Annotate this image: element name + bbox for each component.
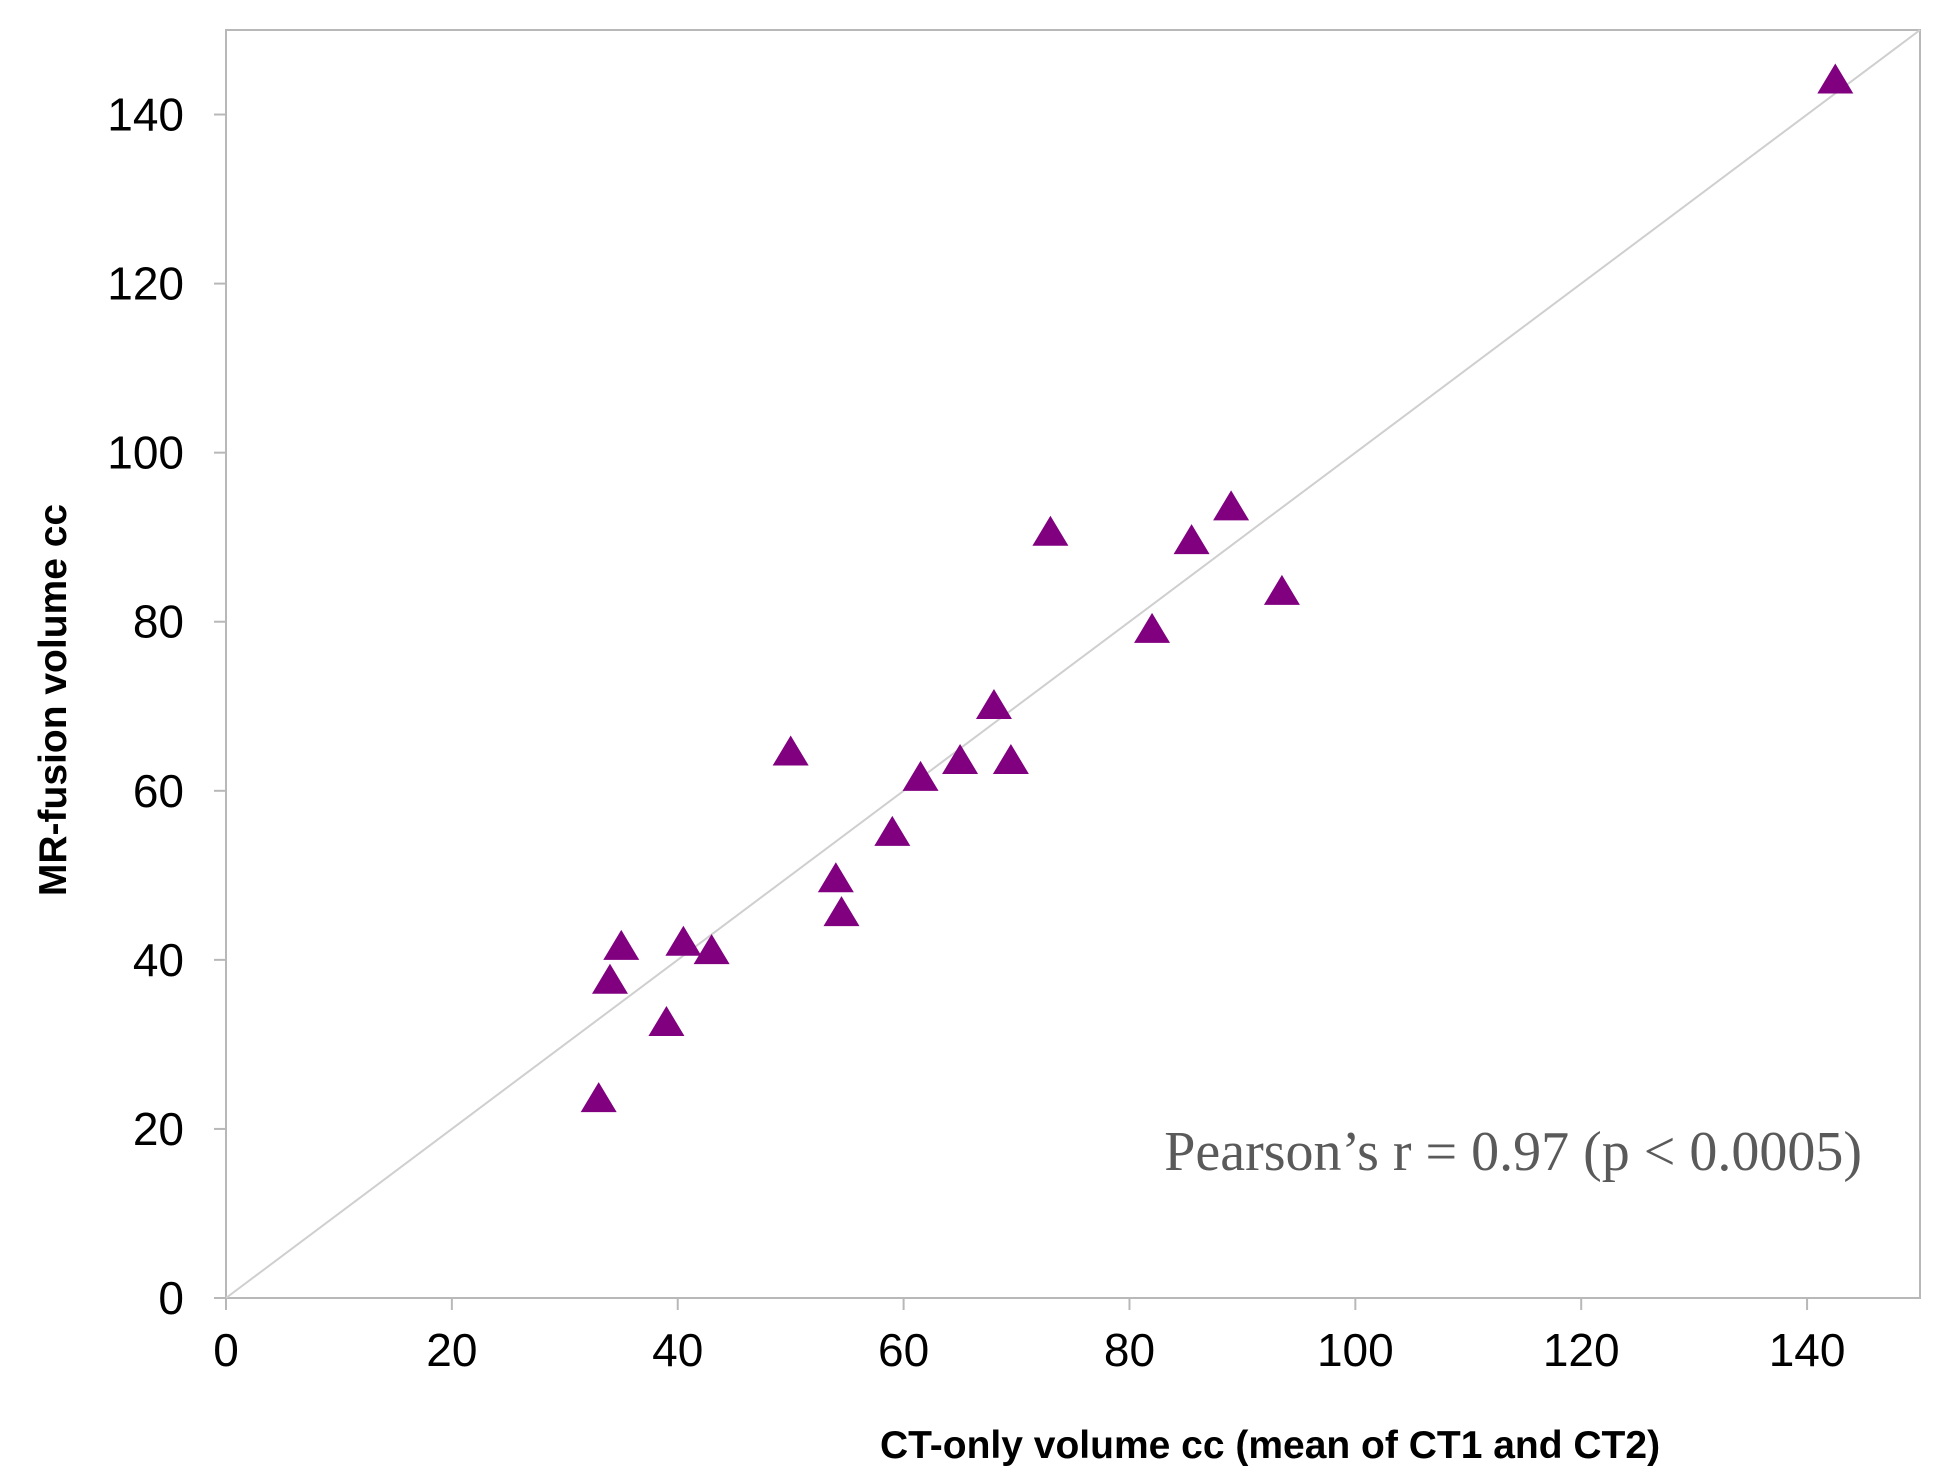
y-tick-label: 20 [133, 1103, 184, 1155]
data-points [580, 63, 1854, 1113]
data-point-triangle [1032, 515, 1069, 546]
x-tick-label: 140 [1769, 1324, 1846, 1376]
data-point-triangle [817, 862, 854, 893]
data-point-triangle [992, 743, 1029, 774]
x-tick-label: 60 [878, 1324, 929, 1376]
data-point-triangle [603, 929, 640, 960]
data-point-triangle [772, 735, 809, 766]
x-tick-label: 40 [652, 1324, 703, 1376]
y-tick-label: 100 [107, 427, 184, 479]
data-point-triangle [665, 925, 702, 956]
x-axis-ticks: 0 20 40 60 80 100 120 140 [213, 1298, 1845, 1376]
data-point-triangle [823, 896, 860, 927]
x-tick-label: 120 [1543, 1324, 1620, 1376]
data-point-triangle [693, 934, 730, 965]
axes [225, 29, 1921, 1299]
y-tick-label: 140 [107, 89, 184, 141]
data-point-triangle [1134, 612, 1171, 643]
data-point-triangle [1173, 524, 1210, 555]
data-point-triangle [902, 760, 939, 791]
pearson-annotation: Pearson’s r = 0.97 (p < 0.0005) [1164, 1121, 1862, 1183]
x-tick-label: 0 [213, 1324, 239, 1376]
x-axis-title: CT-only volume cc (mean of CT1 and CT2) [880, 1424, 1660, 1467]
x-tick-label: 80 [1104, 1324, 1155, 1376]
plot-frame [225, 29, 1921, 1299]
data-point-triangle [975, 689, 1012, 720]
data-point-triangle [1817, 63, 1854, 94]
y-tick-label: 80 [133, 596, 184, 648]
y-axis-title: MR-fusion volume cc [32, 504, 75, 896]
data-point-triangle [942, 743, 979, 774]
data-point-triangle [648, 1006, 685, 1037]
x-tick-label: 100 [1317, 1324, 1394, 1376]
y-tick-label: 60 [133, 765, 184, 817]
y-tick-label: 0 [158, 1272, 184, 1324]
identity-line [225, 29, 1921, 1299]
y-tick-label: 120 [107, 258, 184, 310]
data-point-triangle [591, 963, 628, 994]
y-axis-ticks: 0 20 40 60 80 100 120 140 [107, 89, 226, 1324]
x-tick-label: 20 [426, 1324, 477, 1376]
y-tick-label: 40 [133, 934, 184, 986]
data-point-triangle [1263, 574, 1300, 605]
data-point-triangle [874, 815, 911, 846]
identity-line-group [225, 29, 1921, 1299]
data-point-triangle [580, 1082, 617, 1113]
data-point-triangle [1213, 490, 1250, 521]
